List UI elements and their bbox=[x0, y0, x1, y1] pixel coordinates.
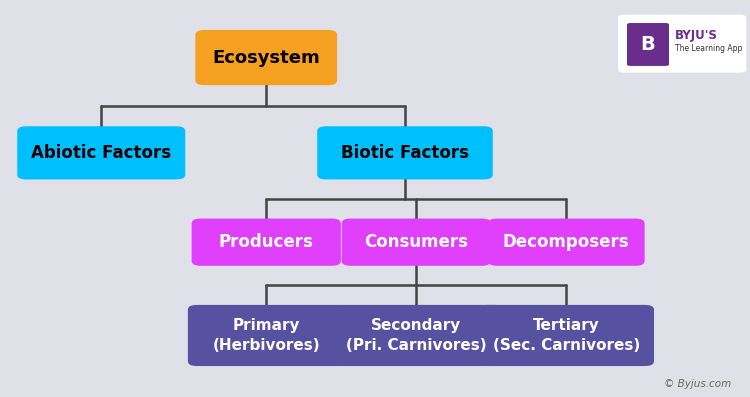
Text: The Learning App: The Learning App bbox=[675, 44, 742, 53]
FancyBboxPatch shape bbox=[317, 126, 493, 179]
FancyBboxPatch shape bbox=[188, 305, 344, 366]
Text: Abiotic Factors: Abiotic Factors bbox=[32, 144, 171, 162]
Text: Producers: Producers bbox=[219, 233, 314, 251]
FancyBboxPatch shape bbox=[341, 218, 490, 266]
FancyBboxPatch shape bbox=[618, 15, 746, 73]
FancyBboxPatch shape bbox=[191, 218, 340, 266]
FancyBboxPatch shape bbox=[328, 305, 504, 366]
Text: BYJU'S: BYJU'S bbox=[675, 29, 718, 42]
Text: B: B bbox=[640, 35, 656, 54]
FancyBboxPatch shape bbox=[627, 23, 669, 66]
FancyBboxPatch shape bbox=[488, 218, 644, 266]
Text: Ecosystem: Ecosystem bbox=[212, 48, 320, 67]
Text: Tertiary
(Sec. Carnivores): Tertiary (Sec. Carnivores) bbox=[493, 318, 640, 353]
Text: Consumers: Consumers bbox=[364, 233, 468, 251]
Text: Decomposers: Decomposers bbox=[503, 233, 629, 251]
FancyBboxPatch shape bbox=[478, 305, 654, 366]
Text: Primary
(Herbivores): Primary (Herbivores) bbox=[212, 318, 320, 353]
FancyBboxPatch shape bbox=[17, 126, 185, 179]
Text: Secondary
(Pri. Carnivores): Secondary (Pri. Carnivores) bbox=[346, 318, 487, 353]
Text: Biotic Factors: Biotic Factors bbox=[341, 144, 469, 162]
FancyBboxPatch shape bbox=[195, 30, 337, 85]
Text: © Byjus.com: © Byjus.com bbox=[664, 379, 731, 389]
